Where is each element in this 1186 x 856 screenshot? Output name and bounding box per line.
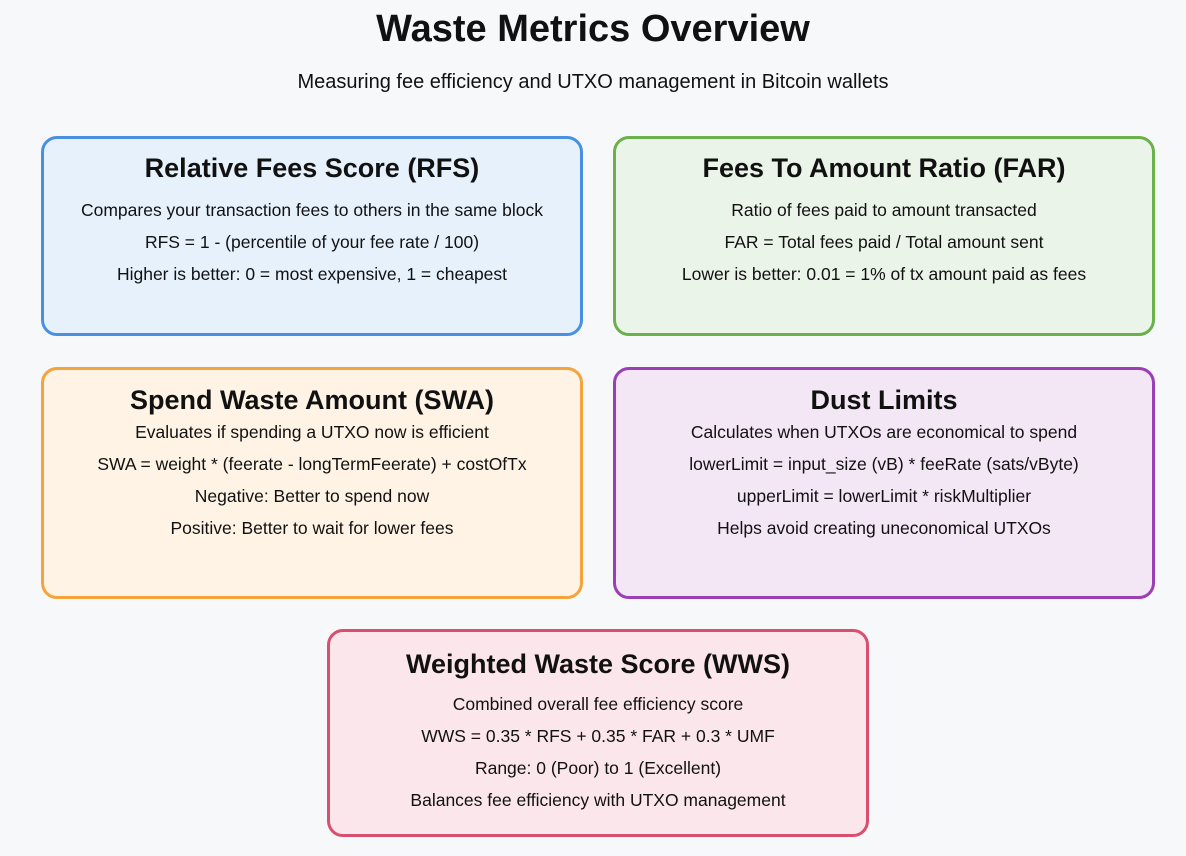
far-card-line: FAR = Total fees paid / Total amount sen… (724, 232, 1044, 252)
swa-card-line: Evaluates if spending a UTXO now is effi… (135, 422, 489, 442)
wws-card-line: Combined overall fee efficiency score (452, 694, 744, 714)
rfs-card-line: Higher is better: 0 = most expensive, 1 … (116, 264, 508, 284)
rfs-card-line: RFS = 1 - (percentile of your fee rate /… (144, 232, 480, 252)
swa-card-line: Negative: Better to spend now (194, 486, 430, 506)
wws-card-line: WWS = 0.35 * RFS + 0.35 * FAR + 0.3 * UM… (421, 726, 775, 746)
dust-card-line: Calculates when UTXOs are economical to … (690, 422, 1078, 442)
wws-card: Weighted Waste Score (WWS) Combined over… (327, 629, 869, 837)
wws-card-title: Weighted Waste Score (WWS) (405, 649, 791, 679)
dust-card: Dust Limits Calculates when UTXOs are ec… (613, 367, 1155, 599)
far-card-line: Lower is better: 0.01 = 1% of tx amount … (681, 264, 1087, 284)
wws-card-line: Balances fee efficiency with UTXO manage… (410, 790, 786, 810)
wws-card-line: Range: 0 (Poor) to 1 (Excellent) (474, 758, 722, 778)
swa-card: Spend Waste Amount (SWA) Evaluates if sp… (41, 367, 583, 599)
rfs-card-line: Compares your transaction fees to others… (80, 200, 544, 220)
rfs-card-title: Relative Fees Score (RFS) (144, 153, 480, 183)
dust-card-title: Dust Limits (810, 385, 958, 415)
swa-card-line: SWA = weight * (feerate - longTermFeerat… (97, 454, 527, 474)
dust-card-line: Helps avoid creating uneconomical UTXOs (717, 518, 1051, 538)
dust-card-line: lowerLimit = input_size (vB) * feeRate (… (689, 454, 1079, 474)
far-card: Fees To Amount Ratio (FAR) Ratio of fees… (613, 136, 1155, 336)
dust-card-line: upperLimit = lowerLimit * riskMultiplier (736, 486, 1032, 506)
page-subtitle: Measuring fee efficiency and UTXO manage… (297, 71, 889, 93)
swa-card-title: Spend Waste Amount (SWA) (130, 385, 494, 415)
far-card-title: Fees To Amount Ratio (FAR) (702, 153, 1066, 183)
page-title: Waste Metrics Overview (376, 8, 810, 50)
rfs-card: Relative Fees Score (RFS) Compares your … (41, 136, 583, 336)
swa-card-line: Positive: Better to wait for lower fees (170, 518, 454, 538)
far-card-line: Ratio of fees paid to amount transacted (731, 200, 1037, 220)
